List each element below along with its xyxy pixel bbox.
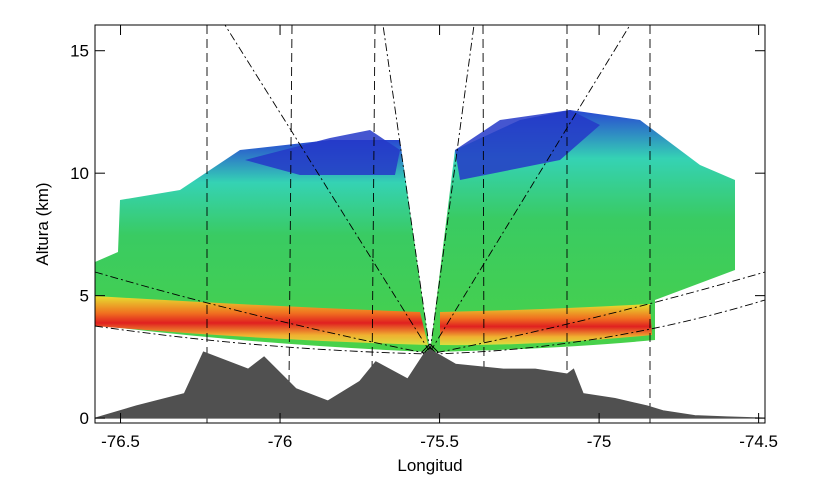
x-tick-label: -76.5: [101, 432, 140, 451]
y-tick-label: 5: [80, 287, 89, 306]
radar-field: [95, 110, 735, 352]
x-tick-label: -75.5: [420, 432, 459, 451]
y-tick-label: 15: [70, 42, 89, 61]
terrain: [94, 348, 766, 419]
y-tick-label: 0: [80, 409, 89, 428]
y-axis-title: Altura (km): [33, 182, 52, 265]
x-axis-title: Longitud: [397, 456, 462, 475]
plot-frame: [94, 24, 766, 424]
y-tick-label: 10: [70, 164, 89, 183]
x-tick-label: -75: [587, 432, 612, 451]
x-tick-label: -74.5: [739, 432, 778, 451]
x-tick-label: -76: [268, 432, 293, 451]
